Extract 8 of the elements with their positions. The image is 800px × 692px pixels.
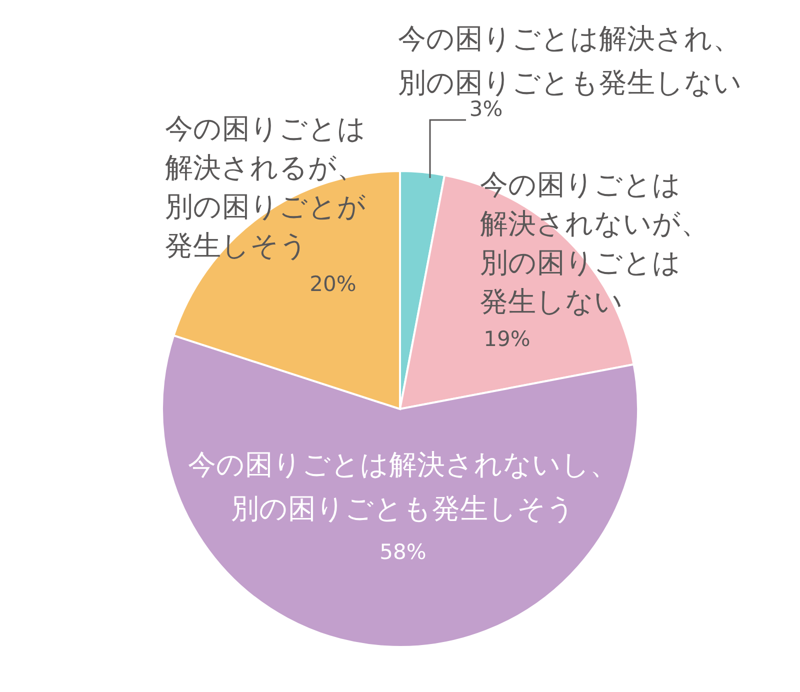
slice-label: 今の困りごとは解決され、別の困りごとも発生しない [398,22,742,99]
data-label: 19% [484,327,530,351]
data-label: 58% [380,540,426,564]
data-label: 3% [469,97,503,121]
slice-label: 今の困りごとは解決されるが、別の困りごとが発生しそう [165,112,366,262]
data-label: 20% [310,272,356,296]
slice-label: 今の困りごとは解決されないし、別の困りごとも発生しそう [188,448,618,525]
slice-label: 今の困りごとは解決されないが、別の困りごとは発生しない [480,168,709,318]
